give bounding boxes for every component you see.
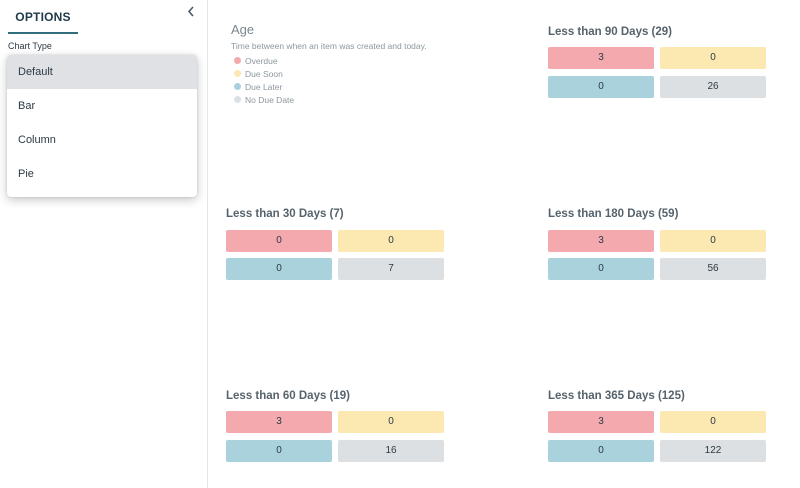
legend-label: Overdue — [245, 55, 278, 66]
chart-type-option-default[interactable]: Default — [7, 55, 197, 89]
legend-label: Due Soon — [245, 68, 283, 79]
main-content: Age Time between when an item was create… — [209, 0, 800, 488]
due-soon-count-tile[interactable]: 0 — [660, 47, 766, 69]
age-legend: Age Time between when an item was create… — [231, 22, 427, 106]
chevron-left-icon[interactable] — [184, 4, 198, 20]
no-due-date-count-tile[interactable]: 56 — [660, 258, 766, 280]
legend-item-no-due-date: No Due Date — [231, 93, 427, 106]
no-due-date-count-tile[interactable]: 7 — [338, 258, 444, 280]
no-due-date-count-tile[interactable]: 122 — [660, 440, 766, 462]
card-title: Less than 90 Days (29) — [548, 26, 673, 38]
overdue-count-tile[interactable]: 3 — [548, 230, 654, 252]
chart-type-option-column[interactable]: Column — [18, 134, 56, 146]
age-card-180-days: Less than 180 Days (59) 3 0 0 56 — [548, 206, 768, 282]
due-later-count-tile[interactable]: 0 — [548, 258, 654, 280]
due-soon-count-tile[interactable]: 0 — [338, 230, 444, 252]
due-later-count-tile[interactable]: 0 — [548, 76, 654, 98]
no-due-date-dot-icon — [234, 96, 241, 103]
due-soon-count-tile[interactable]: 0 — [338, 411, 444, 433]
due-soon-dot-icon — [234, 70, 241, 77]
overdue-count-tile[interactable]: 3 — [226, 411, 332, 433]
legend-label: Due Later — [245, 81, 283, 92]
legend-description: Time between when an item was created an… — [231, 41, 427, 51]
legend-item-due-later: Due Later — [231, 80, 427, 93]
legend-label: No Due Date — [245, 94, 295, 105]
due-later-count-tile[interactable]: 0 — [548, 440, 654, 462]
card-title: Less than 60 Days (19) — [226, 390, 351, 402]
legend-item-due-soon: Due Soon — [231, 67, 427, 80]
options-tab-label: OPTIONS — [15, 10, 71, 24]
due-later-count-tile[interactable]: 0 — [226, 258, 332, 280]
overdue-dot-icon — [234, 57, 241, 64]
card-title: Less than 180 Days (59) — [548, 208, 679, 220]
due-soon-count-tile[interactable]: 0 — [660, 411, 766, 433]
overdue-count-tile[interactable]: 3 — [548, 411, 654, 433]
chart-type-option-pie[interactable]: Pie — [18, 168, 34, 180]
chart-type-label: Chart Type — [8, 41, 52, 51]
legend-item-overdue: Overdue — [231, 54, 427, 67]
card-title: Less than 30 Days (7) — [226, 208, 344, 220]
options-tab[interactable]: OPTIONS — [8, 6, 78, 34]
age-card-30-days: Less than 30 Days (7) 0 0 0 7 — [226, 206, 446, 282]
chart-type-dropdown-menu: Default Bar Column Pie — [7, 55, 197, 197]
age-card-60-days: Less than 60 Days (19) 3 0 0 16 — [226, 388, 446, 464]
age-card-90-days: Less than 90 Days (29) 3 0 0 26 — [548, 24, 768, 100]
age-card-365-days: Less than 365 Days (125) 3 0 0 122 — [548, 388, 768, 464]
card-title: Less than 365 Days (125) — [548, 390, 685, 402]
due-soon-count-tile[interactable]: 0 — [660, 230, 766, 252]
overdue-count-tile[interactable]: 3 — [548, 47, 654, 69]
no-due-date-count-tile[interactable]: 26 — [660, 76, 766, 98]
no-due-date-count-tile[interactable]: 16 — [338, 440, 444, 462]
options-sidebar: OPTIONS Chart Type Default Bar Column Pi… — [0, 0, 208, 488]
due-later-count-tile[interactable]: 0 — [226, 440, 332, 462]
due-later-dot-icon — [234, 83, 241, 90]
overdue-count-tile[interactable]: 0 — [226, 230, 332, 252]
chart-type-option-bar[interactable]: Bar — [18, 100, 36, 112]
legend-title: Age — [231, 22, 255, 37]
